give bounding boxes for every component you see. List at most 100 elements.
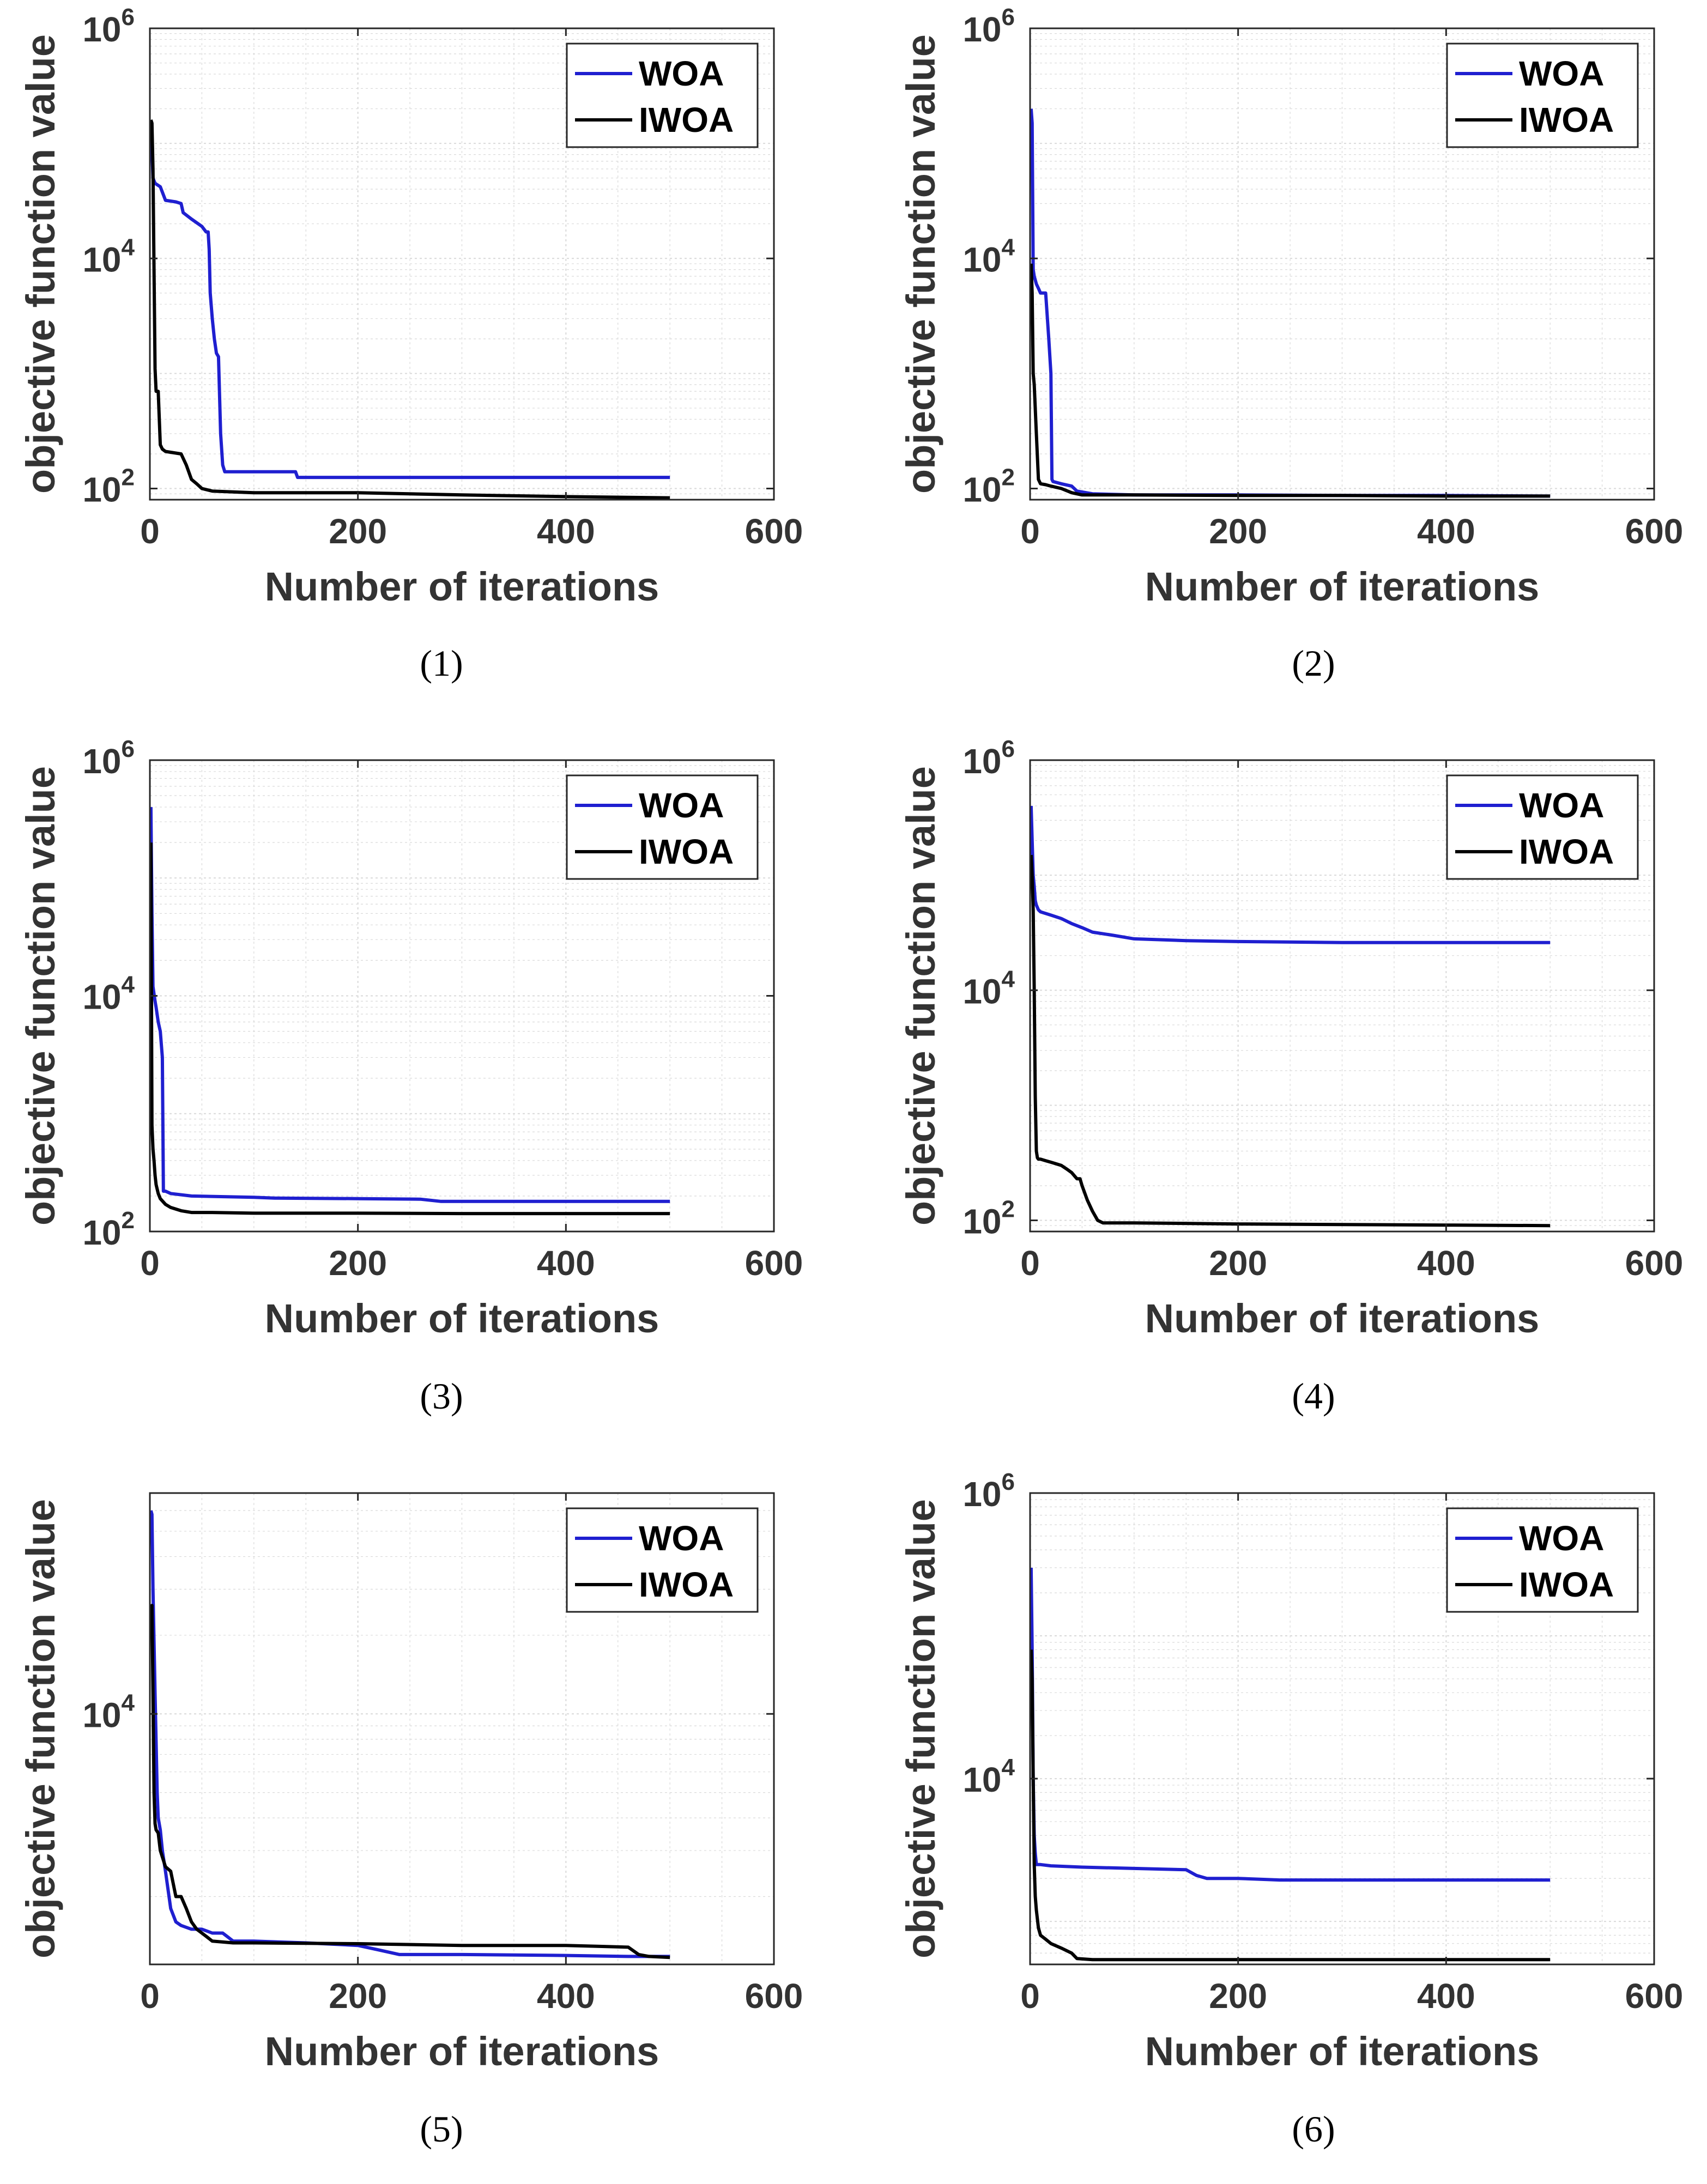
axes-frame	[1029, 1492, 1655, 1965]
y-axis-label: objective function value	[18, 766, 63, 1226]
series-line-iwoa	[1029, 854, 1551, 1228]
y-tick-label: 102	[963, 1196, 1015, 1241]
panel-caption: (2)	[1292, 642, 1335, 684]
chart-panel: 0 200 400 600 102 104 106 Number of iterations o…	[898, 4, 1683, 609]
legend-box	[566, 774, 759, 880]
chart-panel: 0 200 400 600 102 104 106 Number of iterations o…	[18, 736, 803, 1341]
panel-caption: (6)	[1292, 2108, 1335, 2150]
x-axis-label: Number of iterations	[265, 1296, 659, 1341]
legend-label-iwoa: IWOA	[1519, 100, 1614, 139]
legend-box	[566, 1507, 759, 1613]
x-tick-label: 0	[1020, 1976, 1040, 2016]
x-axis-label: Number of iterations	[1145, 2029, 1540, 2074]
x-tick-label: 600	[745, 512, 803, 551]
legend-box	[1446, 1507, 1639, 1613]
x-tick-label: 200	[1209, 1976, 1267, 2016]
x-tick-label: 400	[537, 1976, 595, 2016]
legend: WOA IWOA	[566, 43, 759, 148]
panel-caption: (3)	[420, 1375, 463, 1417]
y-tick-label: 106	[963, 4, 1015, 49]
x-axis-label: Number of iterations	[1145, 1296, 1540, 1341]
series-line-iwoa	[149, 842, 670, 1216]
x-tick-label: 0	[1020, 512, 1040, 551]
axes-frame	[1029, 759, 1655, 1233]
y-tick-label: 102	[82, 1207, 135, 1252]
x-tick-label: 400	[537, 512, 595, 551]
x-tick-label: 600	[1625, 512, 1684, 551]
y-tick-label: 106	[82, 4, 135, 49]
legend-label-woa: WOA	[1519, 1519, 1604, 1558]
series-line-woa	[149, 807, 670, 1203]
panel-caption: (4)	[1292, 1375, 1335, 1417]
legend-label-iwoa: IWOA	[1519, 1565, 1614, 1604]
y-tick-label: 102	[963, 464, 1015, 509]
legend-label-woa: WOA	[639, 1519, 724, 1558]
legend-label-iwoa: IWOA	[639, 100, 734, 139]
chart-panel: 0 200 400 600 102 104 106 Number of iterations o…	[898, 736, 1683, 1341]
series-line-woa	[1029, 805, 1551, 944]
legend-label-woa: WOA	[1519, 786, 1604, 825]
legend: WOA IWOA	[566, 1507, 759, 1613]
axes-frame	[1029, 27, 1655, 501]
chart-panel: 0 200 400 600 104 106 Number of iterations obje…	[898, 1469, 1683, 2074]
y-tick-label: 102	[82, 464, 135, 509]
x-tick-label: 200	[1209, 1243, 1267, 1283]
y-tick-label: 104	[963, 966, 1015, 1011]
y-axis-label: objective function value	[18, 34, 63, 494]
axes-frame	[149, 1492, 775, 1965]
x-tick-label: 400	[1417, 1243, 1475, 1283]
series-line-woa	[149, 1510, 670, 1958]
x-tick-label: 0	[140, 1243, 160, 1283]
legend: WOA IWOA	[1446, 774, 1639, 880]
x-tick-label: 200	[329, 512, 387, 551]
x-tick-label: 200	[1209, 512, 1267, 551]
y-tick-label: 106	[963, 1469, 1015, 1514]
gridlines	[1030, 28, 1655, 500]
y-tick-label: 104	[82, 1689, 135, 1734]
x-tick-label: 0	[140, 1976, 160, 2016]
legend-box	[1446, 43, 1639, 148]
y-axis-label: objective function value	[898, 1499, 943, 1958]
y-tick-label: 106	[963, 736, 1015, 781]
x-tick-label: 0	[140, 512, 160, 551]
x-tick-label: 600	[1625, 1976, 1684, 2016]
series-line-iwoa	[149, 1604, 670, 1959]
x-tick-label: 600	[1625, 1243, 1684, 1283]
x-tick-label: 400	[1417, 512, 1475, 551]
x-tick-label: 200	[329, 1243, 387, 1283]
x-axis-label: Number of iterations	[1145, 564, 1540, 609]
y-tick-label: 104	[963, 1754, 1015, 1799]
y-axis-label: objective function value	[898, 766, 943, 1226]
legend-label-woa: WOA	[639, 786, 724, 825]
legend-label-woa: WOA	[639, 54, 724, 93]
y-axis-label: objective function value	[18, 1499, 63, 1958]
legend: WOA IWOA	[1446, 1507, 1639, 1613]
legend-box	[566, 43, 759, 148]
x-tick-label: 400	[537, 1243, 595, 1283]
x-axis-label: Number of iterations	[265, 2029, 659, 2074]
axes-frame	[149, 27, 775, 501]
x-axis-label: Number of iterations	[265, 564, 659, 609]
legend: WOA IWOA	[1446, 43, 1639, 148]
legend: WOA IWOA	[566, 774, 759, 880]
y-tick-label: 106	[82, 736, 135, 781]
y-tick-label: 104	[963, 234, 1015, 279]
x-tick-label: 600	[745, 1976, 803, 2016]
panel-caption: (5)	[420, 2108, 463, 2150]
legend-label-woa: WOA	[1519, 54, 1604, 93]
series-line-iwoa	[1029, 263, 1551, 498]
legend-box	[1446, 774, 1639, 880]
chart-panel: 0 200 400 600 104 Number of iterations objecti…	[18, 1492, 803, 2074]
chart-panel: 0 200 400 600 102 104 106 Number of iterations o…	[18, 4, 803, 609]
x-tick-label: 0	[1020, 1243, 1040, 1283]
y-tick-label: 104	[82, 972, 135, 1017]
legend-label-iwoa: IWOA	[1519, 832, 1614, 871]
x-tick-label: 600	[745, 1243, 803, 1283]
x-tick-label: 200	[329, 1976, 387, 2016]
legend-label-iwoa: IWOA	[639, 832, 734, 871]
y-axis-label: objective function value	[898, 34, 943, 494]
series-line-woa	[149, 123, 670, 480]
legend-label-iwoa: IWOA	[639, 1565, 734, 1604]
series-line-iwoa	[149, 119, 670, 500]
